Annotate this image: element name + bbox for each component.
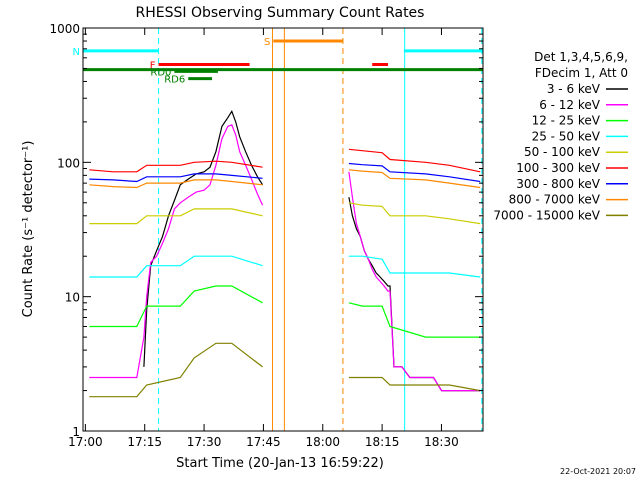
y-tick-label-1: 1 — [72, 425, 80, 439]
y-tick-label-1000: 1000 — [49, 22, 80, 36]
legend-label-25-50-kev: 25 - 50 keV — [532, 129, 601, 143]
x-axis-label: Start Time (20-Jan-13 16:59:22) — [176, 456, 384, 471]
series-line-50-100-kev — [89, 202, 481, 225]
series-line-800-7000-kev — [89, 169, 481, 189]
flag-label-n: N — [73, 47, 80, 58]
x-tick-label-18-00: 18:00 — [305, 435, 340, 449]
y-tick-label-100: 100 — [57, 156, 80, 170]
legend-label-12-25-kev: 12 - 25 keV — [532, 114, 601, 128]
series-line-25-50-kev — [89, 255, 481, 278]
legend-label-100-300-kev: 100 - 300 keV — [516, 161, 600, 175]
series-line-7000-15000-kev — [89, 342, 481, 398]
x-tick-label-18-30: 18:30 — [424, 435, 459, 449]
legend-header-line-1: Det 1,3,4,5,6,9, — [534, 50, 628, 64]
flag-label-s: S — [264, 37, 270, 48]
y-axis-label: Count Rate (s⁻¹ detector⁻¹) — [21, 141, 36, 318]
x-tick-label-17-30: 17:30 — [187, 435, 222, 449]
x-tick-label-18-15: 18:15 — [365, 435, 400, 449]
flag-label-rd0: RD0 — [150, 67, 171, 78]
flag-label-rd6: RD6 — [164, 75, 185, 86]
chart-title: RHESSI Observing Summary Count Rates — [136, 5, 425, 21]
series-line-3-6-kev — [143, 109, 481, 392]
series-line-6-12-kev — [89, 124, 481, 392]
x-tick-label-17-15: 17:15 — [127, 435, 162, 449]
legend: Det 1,3,4,5,6,9, FDecim 1, Att 0 3 - 6 k… — [493, 50, 628, 222]
legend-label-7000-15000-kev: 7000 - 15000 keV — [493, 208, 600, 222]
x-tick-label-17-00: 17:00 — [68, 435, 103, 449]
x-tick-label-17-45: 17:45 — [246, 435, 281, 449]
legend-label-3-6-kev: 3 - 6 keV — [547, 82, 601, 96]
plot-frame — [82, 27, 484, 432]
series-line-12-25-kev — [89, 285, 481, 338]
legend-label-50-100-kev: 50 - 100 keV — [524, 145, 601, 159]
y-tick-label-10: 10 — [65, 291, 80, 305]
legend-label-300-800-kev: 300 - 800 keV — [516, 177, 600, 191]
series-line-100-300-kev — [89, 148, 481, 173]
legend-label-800-7000-kev: 800 - 7000 keV — [509, 193, 601, 207]
legend-label-6-12-kev: 6 - 12 keV — [539, 98, 601, 112]
generation-timestamp: 22-Oct-2021 20:07 — [560, 467, 636, 476]
legend-header-line-2: FDecim 1, Att 0 — [535, 66, 628, 80]
flag-label-f: F — [150, 60, 156, 71]
series-line-300-800-kev — [89, 162, 481, 183]
